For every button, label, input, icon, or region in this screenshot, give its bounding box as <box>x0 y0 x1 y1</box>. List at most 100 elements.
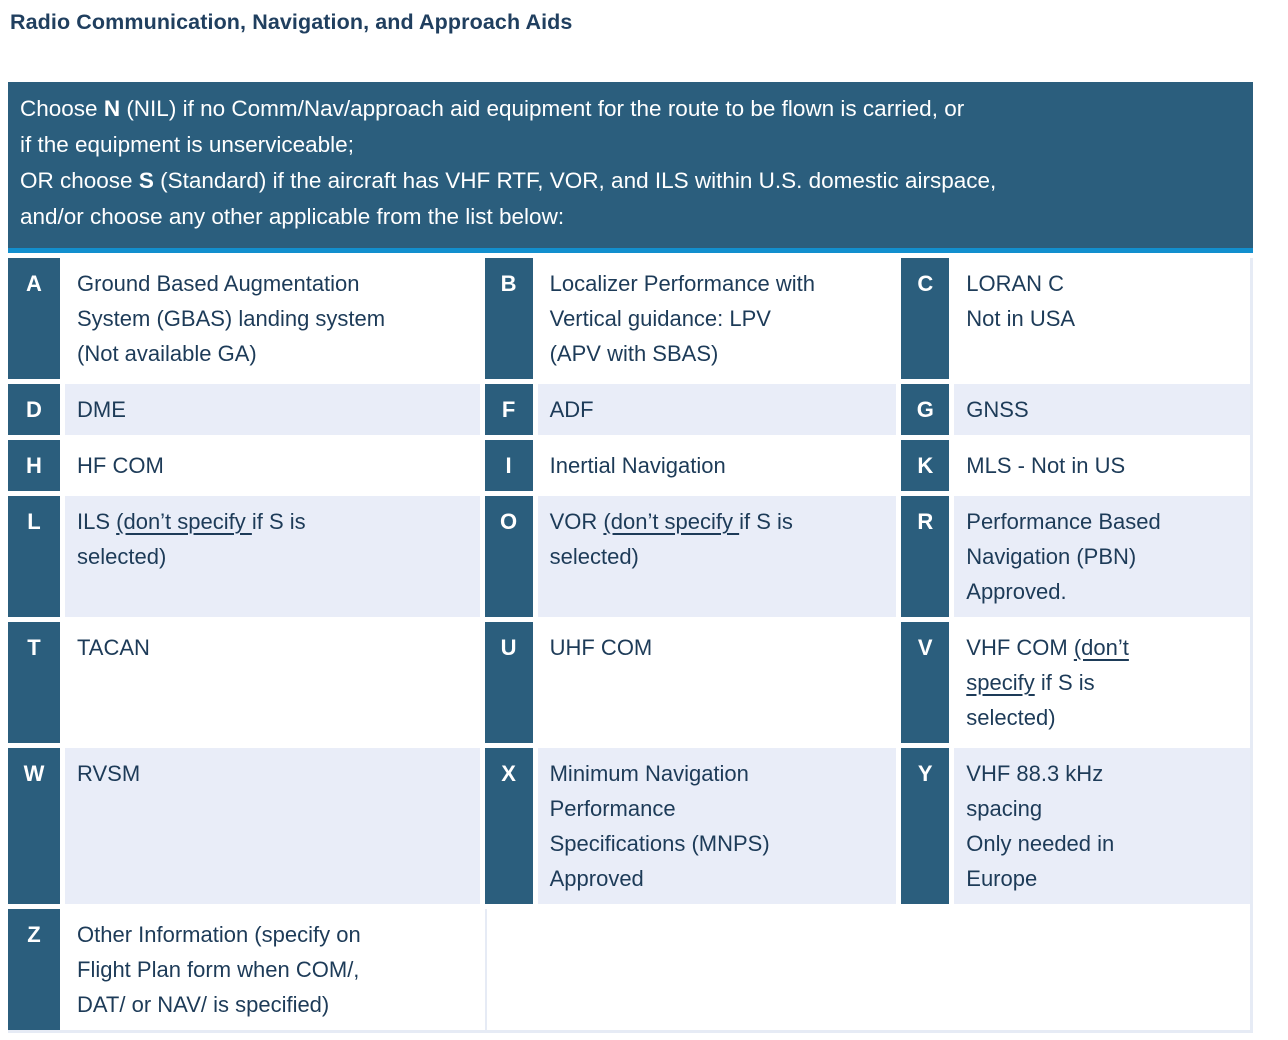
text: DME <box>77 397 126 422</box>
code-cell-T: T <box>8 622 60 743</box>
bold-text: N <box>103 96 121 121</box>
desc-cell-X: Minimum Navigation Performance Specificati… <box>537 748 897 904</box>
cell-line: Ground Based Augmentation <box>77 266 468 301</box>
cell-line: Approved. <box>966 574 1238 609</box>
cell-line: System (GBAS) landing system <box>77 301 468 336</box>
text: selected) <box>549 544 639 569</box>
desc-cell-D: DME <box>65 384 480 435</box>
desc-cell-G: GNSS <box>954 384 1250 435</box>
cell-line: ADF <box>550 392 885 427</box>
text: if the equipment is unserviceable; <box>20 132 354 157</box>
text: Approved. <box>966 579 1067 604</box>
text: if S is <box>739 509 793 534</box>
cell-line: Performance Based <box>966 504 1238 539</box>
code-cell-I: I <box>484 440 533 491</box>
equipment-table: A Ground Based Augmentation System (GBAS) … <box>8 258 1253 1033</box>
cell-line: Localizer Performance with <box>550 266 885 301</box>
text: ILS <box>77 509 117 534</box>
cell-line: VHF COM (don’t <box>966 630 1238 665</box>
cell-line: ILS (don’t specify if S is <box>77 504 468 539</box>
desc-cell-Z: Other Information (specify on Flight Plan… <box>65 909 480 1030</box>
text: Navigation (PBN) <box>966 544 1137 569</box>
underlined-text: specify <box>966 670 1035 695</box>
cell-line: selected) <box>966 700 1238 735</box>
text: spacing <box>966 796 1043 821</box>
desc-cell-T: TACAN <box>65 622 480 743</box>
cell-line: Minimum Navigation <box>550 756 885 791</box>
cell-line: DAT/ or NAV/ is specified) <box>77 987 468 1022</box>
desc-cell-F: ADF <box>537 384 897 435</box>
cell-line: VOR (don’t specify if S is <box>550 504 885 539</box>
cell-line: HF COM <box>77 448 468 483</box>
cell-line: Flight Plan form when COM/, <box>77 952 468 987</box>
code-cell-H: H <box>8 440 60 491</box>
text: MLS - Not in US <box>966 453 1126 478</box>
text: DAT/ or NAV/ is specified) <box>77 992 330 1017</box>
text: selected) <box>77 544 167 569</box>
cell-line: DME <box>77 392 468 427</box>
text: Choose <box>20 96 104 121</box>
text: LORAN C <box>966 271 1065 296</box>
empty-cell <box>484 909 1250 1030</box>
text: and/or choose any other applicable from … <box>20 204 565 229</box>
cell-line: Inertial Navigation <box>550 448 885 483</box>
text: Flight Plan form when COM/, <box>77 957 360 982</box>
text: VHF COM <box>966 635 1074 660</box>
text: if S is <box>251 509 306 534</box>
instruction-line: Choose N (NIL) if no Comm/Nav/approach a… <box>20 91 1239 127</box>
text: VOR <box>549 509 604 534</box>
code-cell-G: G <box>901 384 950 435</box>
cell-line: Specifications (MNPS) <box>550 826 885 861</box>
cell-line: Other Information (specify on <box>77 917 468 952</box>
cell-line: Not in USA <box>966 301 1238 336</box>
code-cell-F: F <box>484 384 533 435</box>
cell-line: GNSS <box>966 392 1238 427</box>
code-cell-V: V <box>901 622 950 743</box>
cell-line: UHF COM <box>550 630 885 665</box>
code-cell-R: R <box>901 496 950 617</box>
code-cell-B: B <box>484 258 533 379</box>
text: HF COM <box>77 453 164 478</box>
page-title: Radio Communication, Navigation, and App… <box>10 10 573 34</box>
desc-cell-V: VHF COM (don’t specify if S is selected) <box>954 622 1250 743</box>
text: Not in USA <box>966 306 1076 331</box>
desc-cell-K: MLS - Not in US <box>954 440 1250 491</box>
text: (Standard) if the aircraft has VHF RTF, … <box>153 168 997 193</box>
instruction-line: if the equipment is unserviceable; <box>20 127 1239 163</box>
code-cell-O: O <box>484 496 533 617</box>
cell-line: spacing <box>966 791 1238 826</box>
code-cell-Y: Y <box>901 748 950 904</box>
cell-line: (Not available GA) <box>77 336 468 371</box>
code-cell-U: U <box>484 622 533 743</box>
text: TACAN <box>77 635 150 660</box>
underlined-text: (don’t specify <box>116 509 252 534</box>
desc-cell-A: Ground Based Augmentation System (GBAS) l… <box>65 258 480 379</box>
text: Other Information (specify on <box>77 922 361 947</box>
cell-line: TACAN <box>77 630 468 665</box>
code-cell-A: A <box>8 258 60 379</box>
underlined-text: (don’t specify <box>603 509 740 534</box>
text: ADF <box>549 397 594 422</box>
code-cell-K: K <box>901 440 950 491</box>
cell-line: Europe <box>966 861 1238 896</box>
desc-cell-C: LORAN C Not in USA <box>954 258 1250 379</box>
desc-cell-I: Inertial Navigation <box>537 440 897 491</box>
underlined-text: (don’t <box>1073 635 1129 660</box>
text: Europe <box>966 866 1038 891</box>
desc-cell-W: RVSM <box>65 748 480 904</box>
cell-line: MLS - Not in US <box>966 448 1238 483</box>
desc-cell-L: ILS (don’t specify if S is selected) <box>65 496 480 617</box>
text: selected) <box>966 705 1056 730</box>
text: Only needed in <box>966 831 1115 856</box>
text: Vertical guidance: LPV <box>549 306 771 331</box>
desc-cell-O: VOR (don’t specify if S is selected) <box>537 496 897 617</box>
instruction-line: and/or choose any other applicable from … <box>20 199 1239 235</box>
text: VHF 88.3 kHz <box>966 761 1104 786</box>
text: Performance Based <box>966 509 1161 534</box>
text: if S is <box>1034 670 1095 695</box>
text: OR choose <box>20 168 139 193</box>
text: (APV with SBAS) <box>549 341 719 366</box>
desc-cell-H: HF COM <box>65 440 480 491</box>
instruction-line: OR choose S (Standard) if the aircraft h… <box>20 163 1239 199</box>
desc-cell-R: Performance Based Navigation (PBN) Approve… <box>954 496 1250 617</box>
